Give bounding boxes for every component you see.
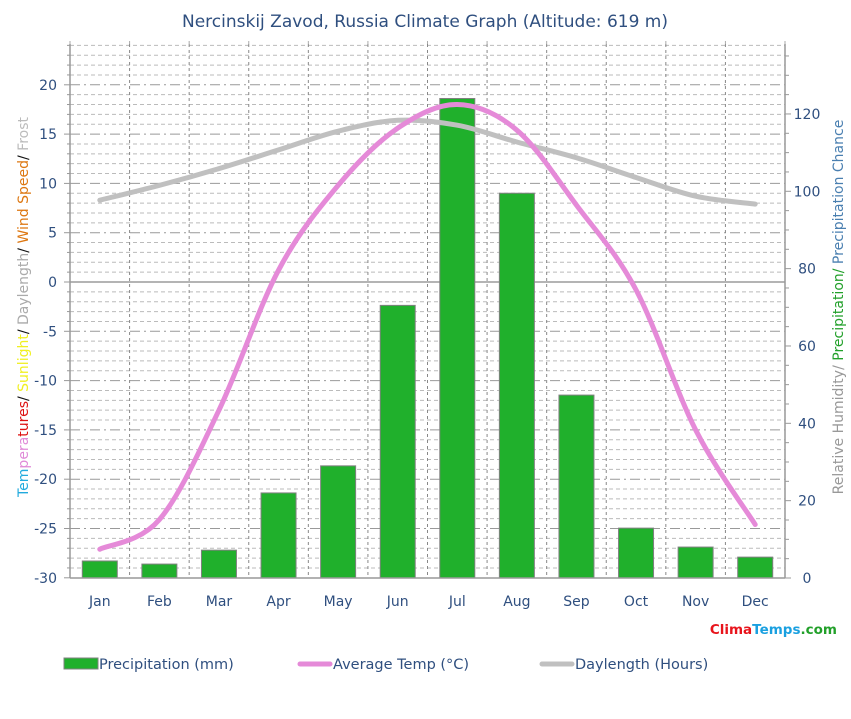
left-tick-label: 5 [48,226,57,242]
x-axis-month-labels: Jan Feb Mar Apr May Jun Jul Aug Sep Oct Nov Dec [88,594,769,610]
month-label-apr: Apr [266,594,290,610]
month-label-feb: Feb [147,594,172,610]
right-tick-label: 100 [794,184,821,200]
month-label-oct: Oct [624,594,649,610]
right-tick-label: 0 [803,571,812,587]
climatemps-watermark[interactable]: ClimaTemps.com [710,622,837,638]
legend: Precipitation (mm) Average Temp (°C) Dayle… [63,657,708,673]
precip-bar-jan [81,560,118,579]
precip-bar-jun [379,304,416,579]
legend-item-2: Daylength (Hours) [539,657,708,673]
precip-bar-may [320,465,357,579]
right-tick-label: 60 [798,339,816,355]
legend-item-1: Average Temp (°C) [297,657,469,673]
left-tick-label: 20 [39,78,57,94]
right-axis-ticks: 0 20 40 60 80 100 120 [794,107,821,587]
daylength-line [97,117,758,207]
legend-item-0: Precipitation (mm) [63,657,234,673]
left-tick-label: -5 [43,324,57,340]
month-label-mar: Mar [206,594,233,610]
precip-bar-jul [439,97,476,579]
left-tick-label: -25 [34,522,57,538]
avg-temp-line [97,102,758,552]
precip-bar-mar [200,549,237,579]
left-tick-label: -20 [34,472,57,488]
month-label-jun: Jun [386,594,409,610]
precip-bar-apr [260,492,297,579]
left-axis-ticks: -30 -25 -20 -15 -10 -5 0 5 10 15 20 [34,78,57,587]
precip-bar-oct [618,527,655,579]
month-label-jan: Jan [88,594,111,610]
month-label-dec: Dec [742,594,769,610]
left-tick-label: -30 [34,571,57,587]
legend-label: Precipitation (mm) [99,657,234,673]
data-lines [97,102,758,552]
precip-bar-aug [498,192,535,579]
chart-title: Nercinskij Zavod, Russia Climate Graph (… [182,12,668,32]
month-label-nov: Nov [682,594,709,610]
right-tick-label: 120 [794,107,821,123]
precip-swatch-icon [63,657,99,670]
left-tick-label: -15 [34,423,57,439]
precip-bar-feb [141,563,178,579]
precip-bar-nov [677,546,714,579]
left-axis-label: Temperatures/ Sunlight/ Daylength/ Wind … [16,116,32,498]
right-tick-label: 40 [798,416,816,432]
precip-bar-sep [558,394,595,579]
month-label-jul: Jul [448,594,466,610]
right-tick-label: 20 [798,494,816,510]
right-tick-label: 80 [798,262,816,278]
left-tick-label: 15 [39,127,57,143]
right-axis-label: Relative Humidity/ Precipitation/ Precip… [831,120,847,495]
precipitation-bars [81,97,774,579]
grid-lines [70,44,785,578]
precip-bar-dec [737,556,774,579]
left-tick-label: 0 [48,275,57,291]
month-label-aug: Aug [503,594,530,610]
legend-label: Daylength (Hours) [575,657,708,673]
left-tick-label: 10 [39,176,57,192]
left-tick-label: -10 [34,374,57,390]
month-label-may: May [324,594,353,610]
legend-label: Average Temp (°C) [333,657,469,673]
month-label-sep: Sep [563,594,590,610]
axes [64,41,791,579]
